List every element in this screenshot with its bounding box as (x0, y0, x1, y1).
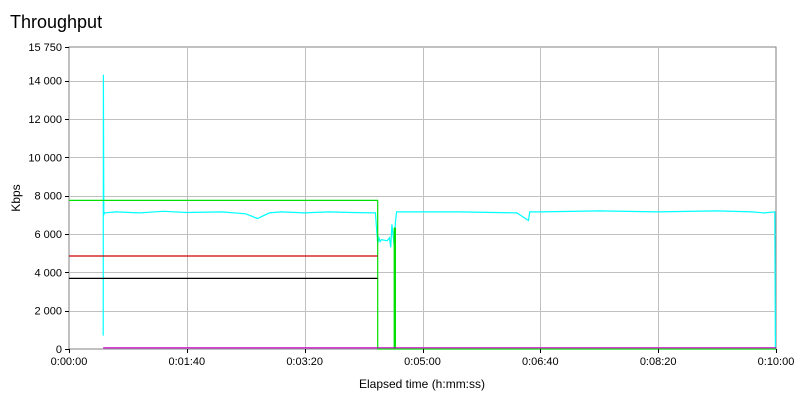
x-axis-ticks: 0:00:00 0:01:40 0:03:20 0:05:00 0:06:40 0:08:… (51, 349, 795, 368)
x-tick-label: 0:10:00 (758, 356, 795, 368)
y-tick-label: 15 750 (28, 42, 62, 54)
y-axis-label: Kbps (9, 184, 23, 211)
grid (69, 47, 776, 349)
y-tick-label: 6 000 (34, 229, 62, 241)
y-tick-label: 4 000 (34, 267, 62, 279)
y-axis-ticks: 0 2 000 4 000 6 000 8 000 10 000 12 000 14 000 1… (28, 42, 69, 356)
y-tick-label: 14 000 (28, 76, 62, 88)
x-tick-label: 0:03:20 (286, 356, 323, 368)
y-tick-label: 12 000 (28, 114, 62, 126)
y-tick-label: 2 000 (34, 306, 62, 318)
x-axis-label: Elapsed time (h:mm:ss) (359, 377, 485, 391)
x-tick-label: 0:05:00 (404, 356, 441, 368)
y-tick-label: 8 000 (34, 191, 62, 203)
series-line-2 (69, 199, 776, 350)
x-tick-label: 0:00:00 (51, 356, 88, 368)
plot-area (68, 46, 777, 350)
x-tick-label: 0:06:40 (522, 356, 559, 368)
series-line-1 (102, 74, 777, 350)
y-tick-label: 10 000 (28, 152, 62, 164)
chart-title: Throughput (10, 12, 103, 32)
x-tick-label: 0:01:40 (168, 356, 205, 368)
y-tick-label: 0 (56, 344, 62, 356)
x-tick-label: 0:08:20 (640, 356, 677, 368)
series-layer (69, 74, 777, 350)
